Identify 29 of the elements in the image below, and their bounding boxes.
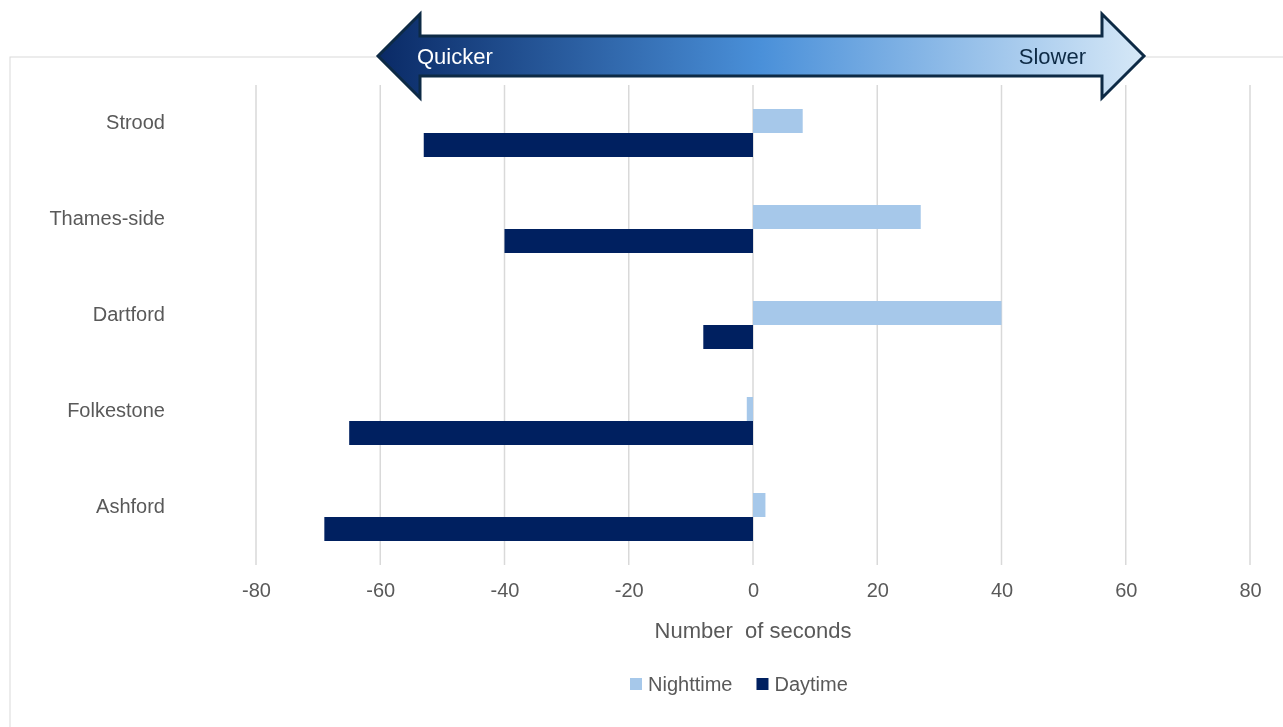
- y-tick-label: Thames-side: [49, 207, 165, 229]
- bar: [746, 397, 753, 421]
- x-tick-label: 0: [747, 579, 760, 602]
- bar: [423, 133, 753, 157]
- x-tick-label: -80: [242, 579, 271, 602]
- bar: [703, 325, 753, 349]
- bar: [753, 205, 921, 229]
- x-tick-label: 80: [1239, 579, 1262, 602]
- bar: [753, 109, 803, 133]
- y-tick-label: Ashford: [96, 495, 165, 517]
- bar: [753, 493, 766, 517]
- bar: [324, 517, 753, 541]
- x-tick-label: -40: [490, 579, 520, 602]
- bar: [349, 421, 753, 445]
- text: Slower: [1018, 44, 1086, 69]
- x-tick-label: 60: [1115, 579, 1138, 602]
- bar: [504, 229, 753, 253]
- x-tick-label: -60: [366, 579, 396, 602]
- y-tick-label: Dartford: [92, 303, 165, 325]
- x-axis-title: Number of seconds: [654, 618, 852, 643]
- y-tick-label: Folkestone: [67, 399, 165, 421]
- text: Quicker: [417, 44, 493, 69]
- x-tick-label: -20: [614, 579, 644, 602]
- legend-label: Daytime: [774, 673, 848, 695]
- legend-label: Nighttime: [648, 673, 733, 695]
- y-tick-label: Strood: [106, 111, 165, 133]
- bar: [753, 301, 1002, 325]
- x-tick-label: 40: [990, 579, 1014, 602]
- x-tick-label: 20: [866, 579, 889, 602]
